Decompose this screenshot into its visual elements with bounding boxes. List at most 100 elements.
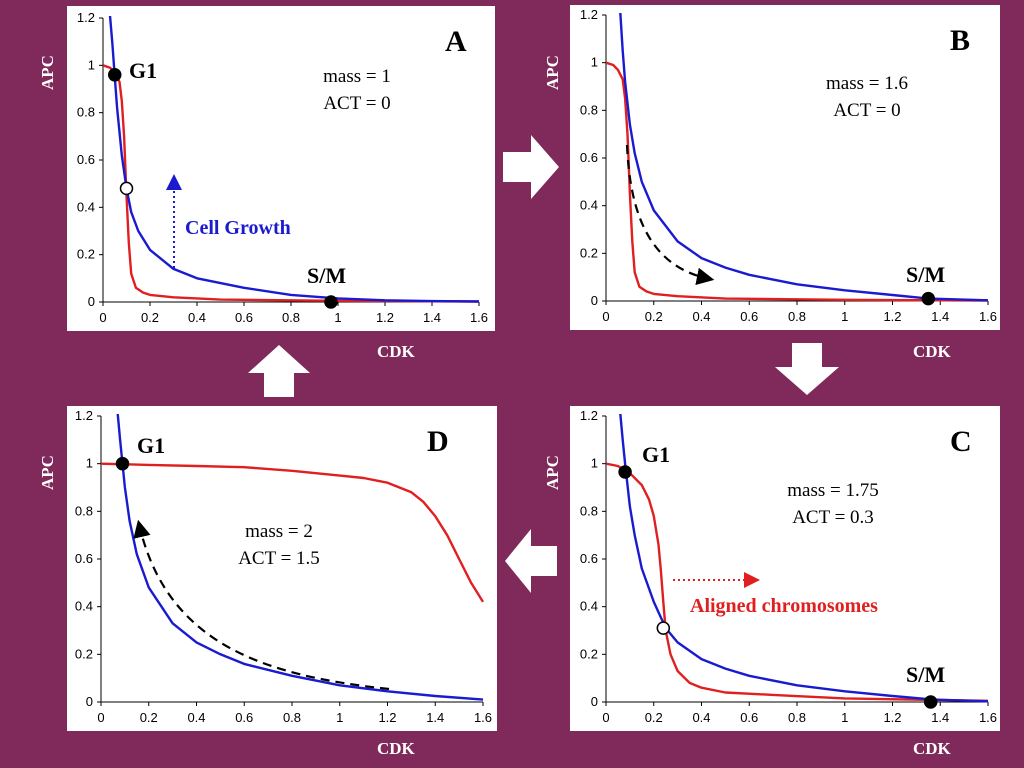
x-tick-label: 0.8 [788, 710, 806, 725]
x-axis-label-d: CDK [377, 739, 415, 758]
x-tick-label: 0.4 [692, 710, 710, 725]
trajectory-arrow [625, 144, 715, 286]
y-tick-label: 0.4 [77, 199, 95, 214]
x-tick-label: 0.6 [235, 710, 253, 725]
y-tick-label: 0.8 [77, 105, 95, 120]
y-tick-label: 0.6 [580, 551, 598, 566]
param-text: ACT = 0.3 [792, 507, 874, 528]
x-tick-label: 0.6 [740, 710, 758, 725]
y-tick-label: 0.6 [77, 152, 95, 167]
y-tick-label: 0.8 [580, 102, 598, 117]
x-tick-label: 0 [97, 710, 104, 725]
param-text: mass = 1 [323, 66, 391, 87]
x-tick-label: 1.6 [979, 309, 997, 324]
panel-letter: D [427, 425, 449, 458]
right-arrow-icon [503, 135, 559, 199]
y-axis-label-b: APC [543, 55, 562, 90]
unstable-point [119, 181, 134, 196]
series-line-blue [108, 16, 480, 303]
chart-panel-b: 0 0.2 0.4 0.6 0.8 1 1.2 0 0.2 0.4 0.6 0.8 1 1.2 1.4 1.6… [570, 5, 1000, 330]
annotation-label: Aligned chromosomes [690, 595, 878, 617]
x-tick-label: 0.4 [692, 309, 710, 324]
panel-letter: C [950, 425, 972, 458]
chart-panel-a: 0 0.2 0.4 0.6 0.8 1 1.2 0 0.2 0.4 0.6 0.8 1 1.2 1.4 1.6… [67, 6, 495, 331]
x-tick-label: 0.8 [282, 310, 300, 325]
panel-letter: B [950, 24, 970, 57]
y-tick-label: 1.2 [75, 408, 93, 423]
annotation-label: Cell Growth [185, 217, 291, 239]
x-tick-label: 0 [602, 710, 609, 725]
param-text: mass = 1.75 [787, 480, 878, 501]
series-line-blue [619, 414, 989, 703]
x-tick-label: 0.8 [283, 710, 301, 725]
series-line-blue [116, 414, 484, 701]
x-tick-label: 1 [334, 310, 341, 325]
panel-letter: A [445, 25, 467, 58]
steady-state-point [923, 695, 938, 709]
series-line-red [101, 462, 485, 603]
steady-state-point [921, 291, 936, 306]
x-tick-label: 0.2 [141, 310, 159, 325]
chart-panel-d: 0 0.2 0.4 0.6 0.8 1 1.2 0 0.2 0.4 0.6 0.8 1 1.2 1.4 1.6… [67, 406, 497, 731]
steady-state-point [618, 465, 632, 479]
y-tick-label: 0.2 [75, 646, 93, 661]
x-tick-label: 1 [841, 309, 848, 324]
y-tick-label: 0.4 [75, 599, 93, 614]
steady-state-point [324, 295, 338, 309]
y-axis-label-c: APC [543, 455, 562, 490]
param-text: mass = 1.6 [826, 73, 908, 94]
param-text: mass = 2 [245, 521, 313, 542]
point-label-sm: S/M [906, 662, 945, 687]
x-tick-label: 0.6 [740, 309, 758, 324]
x-axis-label-b: CDK [913, 342, 951, 361]
y-tick-label: 0.4 [580, 599, 598, 614]
left-arrow-icon [505, 529, 557, 593]
x-tick-label: 1.2 [883, 309, 901, 324]
x-tick-label: 0.2 [140, 710, 158, 725]
param-text: ACT = 0 [833, 100, 900, 121]
y-tick-label: 0.2 [77, 247, 95, 262]
steady-state-point [108, 68, 122, 82]
y-tick-label: 1 [591, 55, 598, 70]
y-tick-label: 1.2 [580, 408, 598, 423]
y-tick-label: 0 [86, 694, 93, 709]
y-tick-label: 0.6 [580, 150, 598, 165]
x-tick-label: 0 [99, 310, 106, 325]
y-tick-label: 0.8 [75, 503, 93, 518]
y-tick-label: 1 [88, 57, 95, 72]
x-tick-label: 1.6 [979, 710, 997, 725]
x-tick-label: 0.8 [788, 309, 806, 324]
x-tick-label: 1 [336, 710, 343, 725]
x-axis-label-a: CDK [377, 342, 415, 361]
series-line-blue [619, 13, 989, 302]
x-tick-label: 1.2 [883, 710, 901, 725]
x-axis-label-c: CDK [913, 739, 951, 758]
y-tick-label: 0.4 [580, 198, 598, 213]
chart-panel-c: 0 0.2 0.4 0.6 0.8 1 1.2 0 0.2 0.4 0.6 0.8 1 1.2 1.4 1.6… [570, 406, 1000, 731]
y-axis-label-a: APC [38, 55, 57, 90]
y-tick-label: 0.8 [580, 503, 598, 518]
y-tick-label: 0.2 [580, 646, 598, 661]
x-tick-label: 1.4 [426, 710, 444, 725]
point-label-g1: G1 [129, 58, 157, 83]
x-tick-label: 0.4 [188, 310, 206, 325]
y-tick-label: 1 [591, 456, 598, 471]
point-label-g1: G1 [642, 442, 670, 467]
series-line-red [606, 61, 989, 302]
y-tick-label: 1.2 [77, 10, 95, 25]
chart-svg-b: 0 0.2 0.4 0.6 0.8 1 1.2 0 0.2 0.4 0.6 0.8 1 1.2 1.4 1.6… [580, 7, 997, 324]
x-tick-label: 1.4 [931, 309, 949, 324]
param-text: ACT = 1.5 [238, 548, 320, 569]
x-tick-label: 0 [602, 309, 609, 324]
x-tick-label: 1.4 [931, 710, 949, 725]
x-tick-label: 0.2 [645, 710, 663, 725]
trajectory-arrow [133, 519, 390, 691]
x-tick-label: 1.2 [378, 710, 396, 725]
param-text: ACT = 0 [323, 93, 390, 114]
point-label-sm: S/M [307, 263, 346, 288]
unstable-point [656, 621, 671, 635]
chart-svg-c: 0 0.2 0.4 0.6 0.8 1 1.2 0 0.2 0.4 0.6 0.8 1 1.2 1.4 1.6… [580, 408, 997, 725]
y-tick-label: 0.2 [580, 245, 598, 260]
y-tick-label: 0.6 [75, 551, 93, 566]
y-tick-label: 0 [88, 294, 95, 309]
